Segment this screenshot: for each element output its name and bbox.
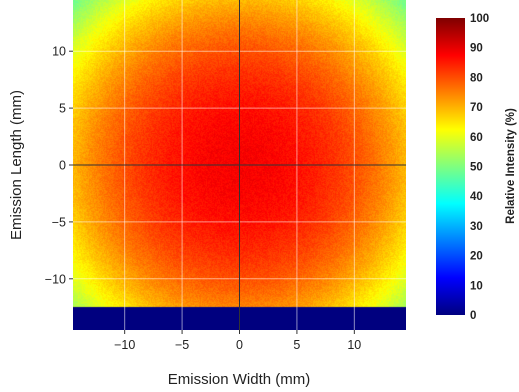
colorbar-tick-label: 80: [470, 72, 483, 84]
colorbar-tick-label: 0: [470, 310, 476, 322]
x-axis-label: Emission Width (mm): [168, 371, 311, 388]
x-axis-ticks: −10 −5 0 5 10: [114, 330, 361, 352]
colorbar-tick-label: 90: [470, 43, 483, 55]
y-tick-label: 0: [59, 159, 66, 173]
colorbar-tick-label: 70: [470, 102, 483, 114]
y-tick-label: −5: [52, 215, 66, 229]
crosshair: [73, 0, 406, 330]
colorbar-tick-label: 40: [470, 191, 483, 203]
x-tick-label: 10: [347, 338, 361, 352]
colorbar: 0 10 20 30 40 50 60 70 80 90 100 Relative Intensit…: [436, 13, 517, 322]
x-tick-label: 5: [293, 338, 300, 352]
y-axis-label: Emission Length (mm): [8, 90, 25, 240]
y-axis-ticks: −10 −5 0 5 10: [45, 45, 73, 286]
colorbar-label: Relative Intensity (%): [505, 108, 517, 224]
x-tick-label: −10: [114, 338, 135, 352]
colorbar-tick-label: 30: [470, 221, 483, 233]
colorbar-tick-label: 60: [470, 132, 483, 144]
plot-area: [73, 0, 406, 330]
colorbar-tick-label: 20: [470, 251, 483, 263]
colorbar-gradient: [436, 18, 465, 315]
x-tick-label: −5: [175, 338, 189, 352]
colorbar-tick-label: 50: [470, 162, 483, 174]
colorbar-tick-label: 10: [470, 280, 483, 292]
y-tick-label: −10: [45, 272, 66, 286]
colorbar-ticks: 0 10 20 30 40 50 60 70 80 90 100: [470, 13, 489, 322]
x-tick-label: 0: [236, 338, 243, 352]
y-tick-label: 10: [52, 45, 66, 59]
y-tick-label: 5: [59, 102, 66, 116]
colorbar-tick-label: 100: [470, 13, 489, 25]
